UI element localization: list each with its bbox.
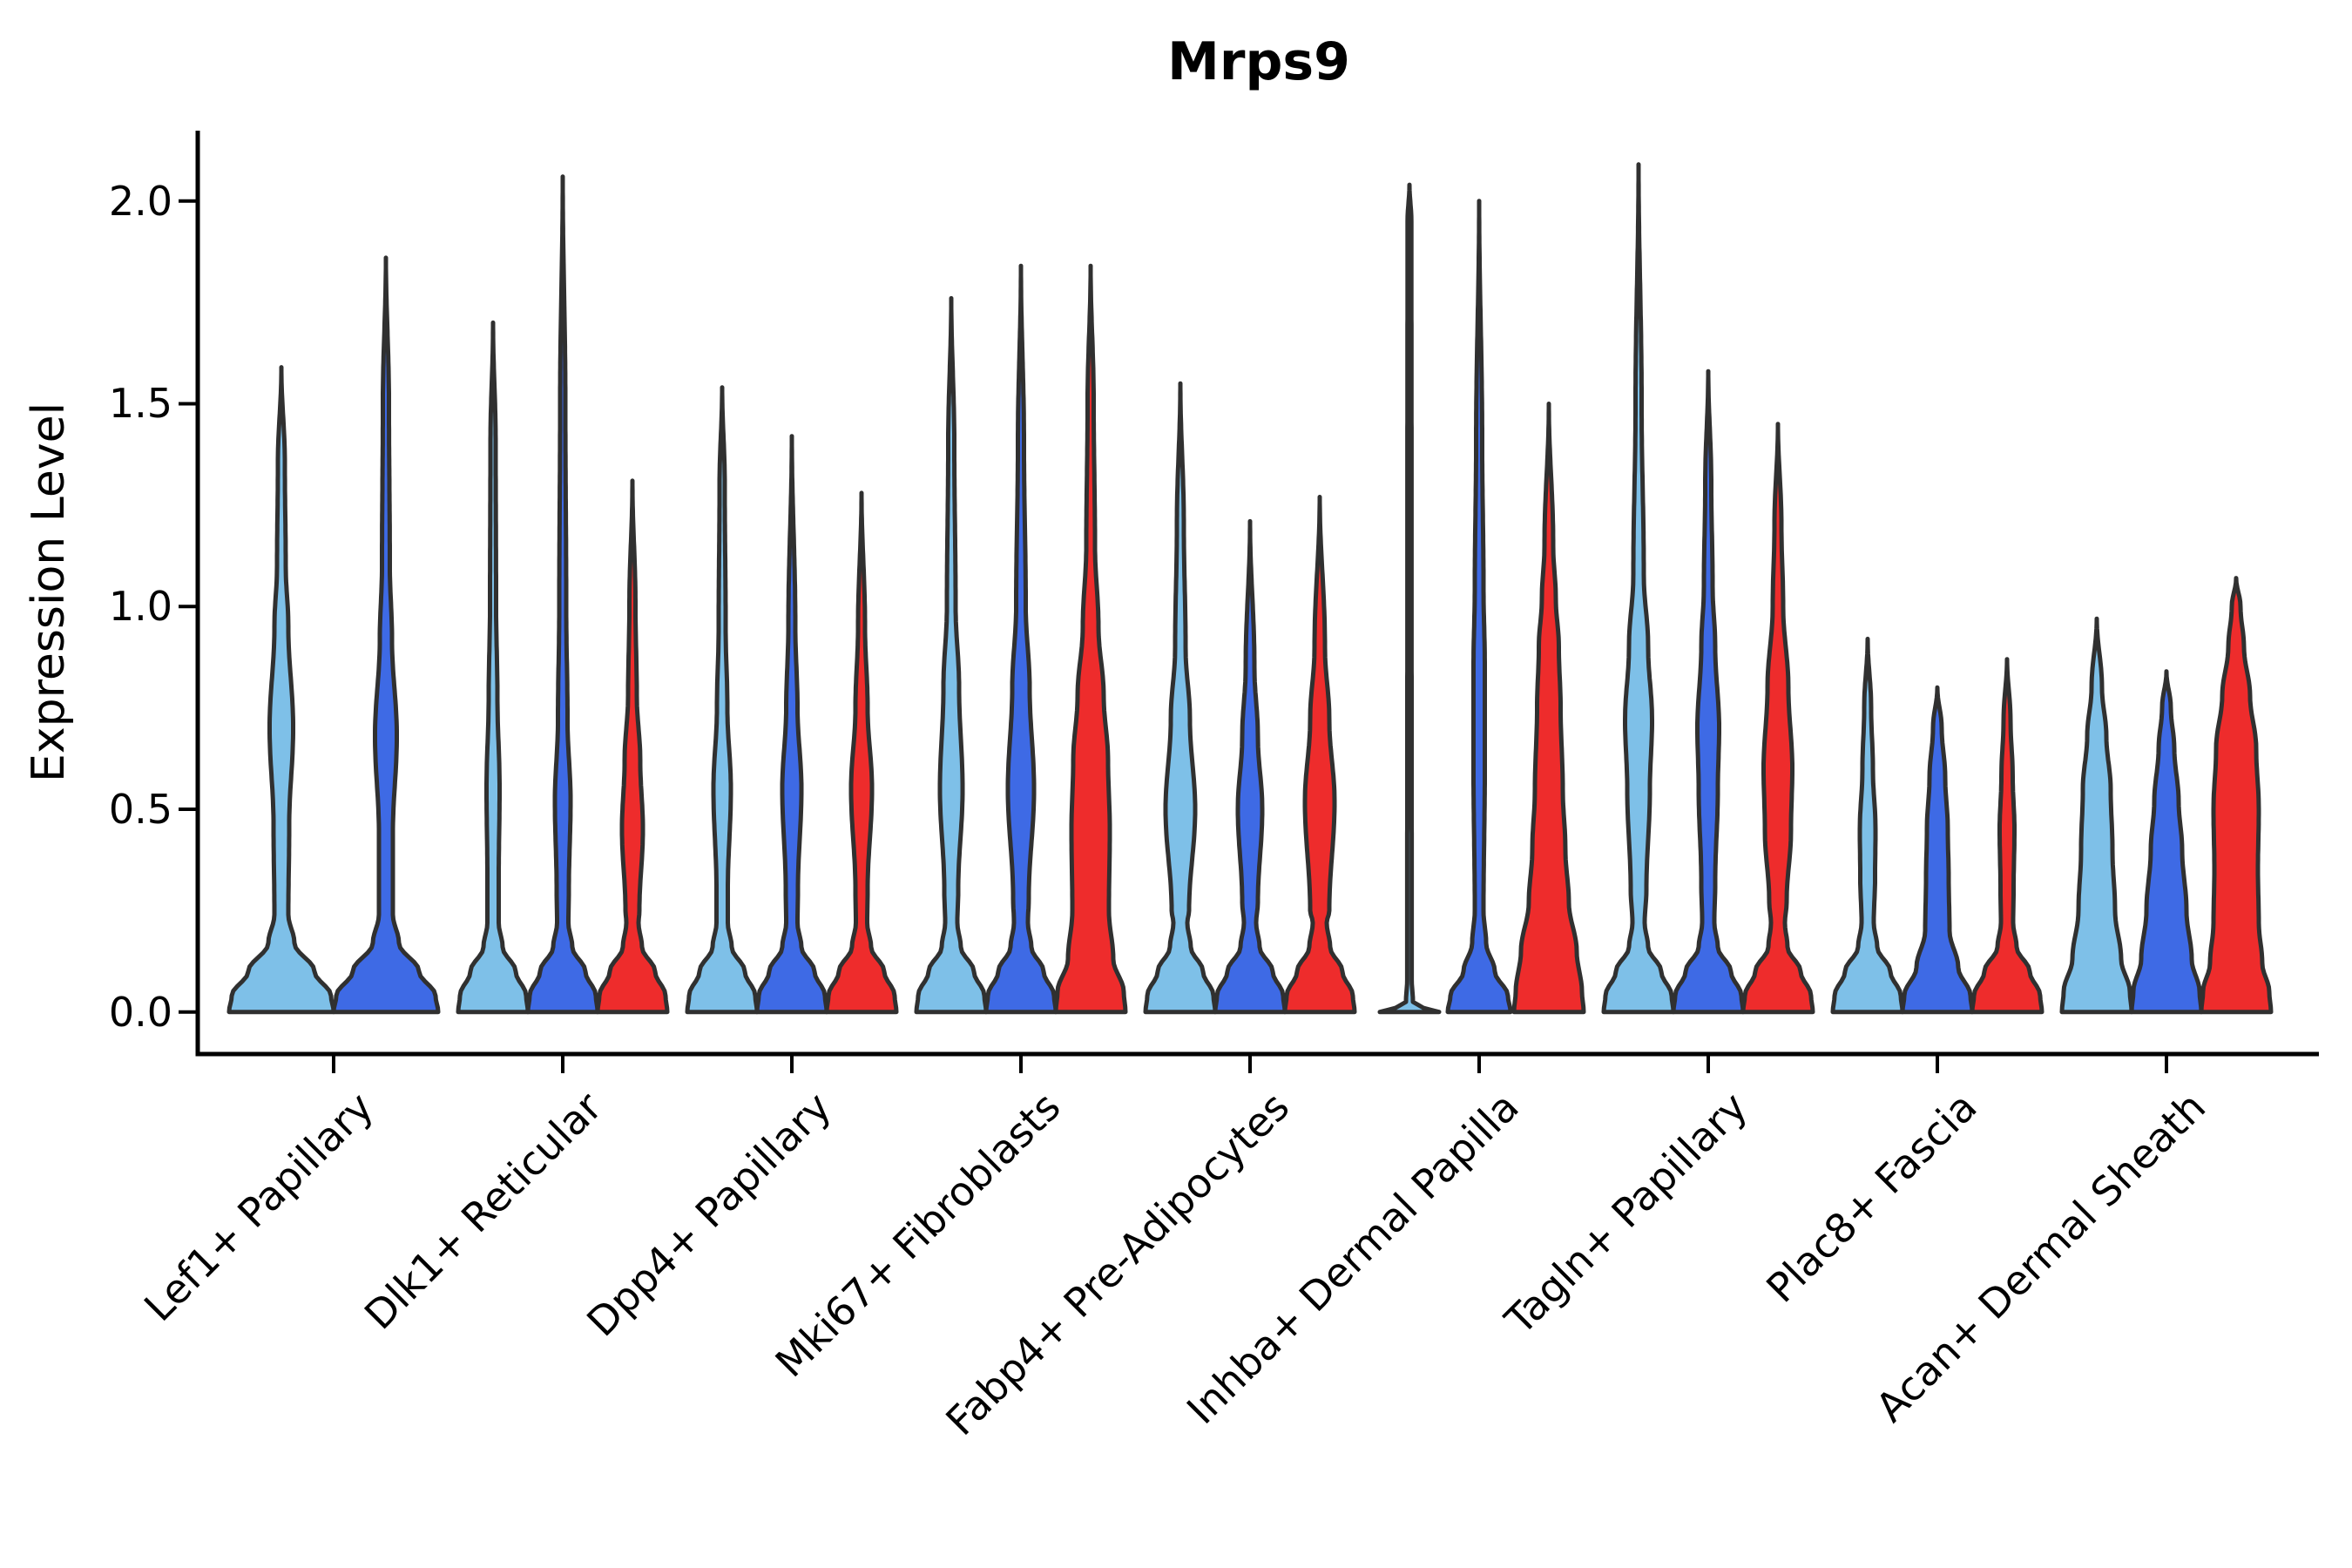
violin xyxy=(2059,616,2134,1015)
violin xyxy=(824,490,899,1015)
violin-group-1 xyxy=(456,174,670,1015)
violin xyxy=(1213,518,1288,1015)
violin-group-3 xyxy=(914,263,1128,1015)
y-tick-label: 2.0 xyxy=(108,178,172,225)
violin-group-6 xyxy=(1601,162,1815,1015)
violin xyxy=(1830,636,1905,1015)
violin xyxy=(525,174,600,1015)
violin-group-0 xyxy=(226,255,441,1015)
plot-title: Mrps9 xyxy=(1167,31,1350,92)
violin xyxy=(685,385,760,1015)
violin xyxy=(1900,685,1975,1015)
violin-group-2 xyxy=(685,385,899,1015)
violin xyxy=(754,434,829,1015)
violin xyxy=(1377,182,1442,1015)
violin xyxy=(1053,263,1128,1015)
y-tick-label: 1.0 xyxy=(108,583,172,630)
y-tick-label: 1.5 xyxy=(108,380,172,427)
violin xyxy=(1143,381,1218,1015)
violin xyxy=(2129,669,2204,1015)
violin xyxy=(595,478,670,1015)
ticks-layer xyxy=(179,199,2168,1073)
violin-group-8 xyxy=(2059,576,2274,1015)
violin-group-7 xyxy=(1830,636,2044,1015)
violin xyxy=(1970,657,2044,1015)
violin-group-4 xyxy=(1143,381,1357,1015)
violin xyxy=(456,320,531,1015)
violin xyxy=(331,255,441,1015)
violin xyxy=(1740,422,1815,1015)
violin xyxy=(1445,199,1513,1015)
violin xyxy=(1671,368,1746,1015)
violin xyxy=(914,295,989,1015)
violin xyxy=(226,365,336,1015)
violin-group-5 xyxy=(1377,182,1586,1015)
violin xyxy=(2199,576,2274,1015)
y-tick-label: 0.5 xyxy=(108,786,172,833)
violin xyxy=(983,263,1058,1015)
violin xyxy=(1511,402,1586,1015)
violins-layer xyxy=(226,162,2274,1015)
violin xyxy=(1601,162,1676,1015)
y-tick-label: 0.0 xyxy=(108,989,172,1036)
violin xyxy=(1282,495,1357,1015)
